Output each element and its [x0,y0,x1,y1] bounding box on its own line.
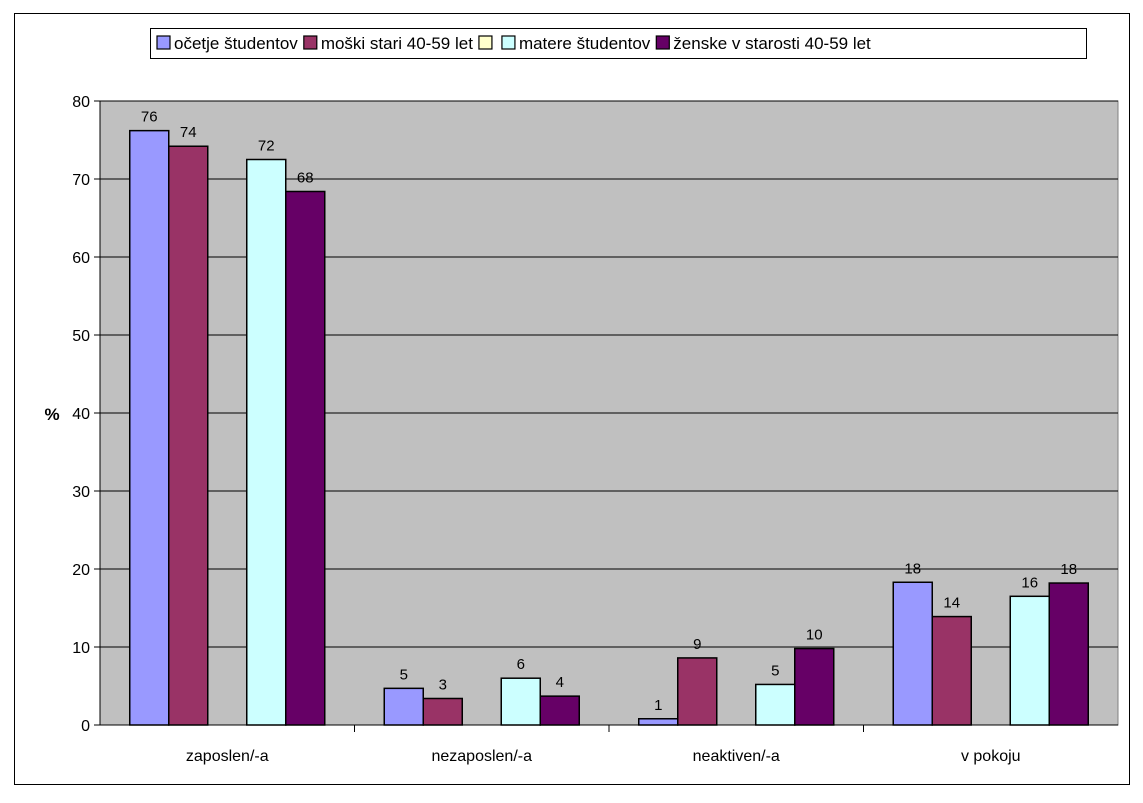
legend-label: očetje študentov [174,34,298,53]
data-label: 18 [1060,561,1077,578]
bar [1048,582,1089,726]
data-labels: 76 74 72 68 5 3 6 4 1 9 5 10 18 14 16 18 [141,109,1077,714]
data-label: 6 [517,656,525,673]
bar [168,145,209,726]
y-tick-label: 20 [72,562,90,579]
legend: očetje študentov moški stari 40-59 let mat… [150,28,1087,59]
data-label: 4 [556,674,564,691]
legend-swatch [303,35,318,50]
x-category-label: zaposlen/-a [186,748,269,765]
legend-label: matere študentov [519,34,651,53]
bar [1009,595,1050,726]
y-tick-label: 0 [81,718,90,735]
bar [931,615,972,726]
y-axis-label: % [44,405,59,424]
y-tick-label: 70 [72,172,90,189]
data-label: 68 [297,169,314,186]
bar [638,718,679,726]
data-label: 10 [806,627,823,644]
x-category-label: v pokoju [961,748,1021,765]
legend-swatch [156,35,171,50]
y-tick-label: 80 [72,94,90,111]
bar [677,657,718,726]
data-label: 9 [693,636,701,653]
y-tick-label: 10 [72,640,90,657]
legend-swatch [655,35,670,50]
data-label: 74 [180,124,197,141]
data-label: 3 [439,676,447,693]
x-category-label: neaktiven/-a [693,748,780,765]
x-category-labels: zaposlen/-a nezaposlen/-a neaktiven/-a v po… [186,748,1021,765]
bar [383,687,424,726]
bars [129,129,1089,726]
bar [755,683,796,726]
bar [246,158,287,726]
data-label: 5 [771,662,779,679]
data-label: 1 [654,697,662,714]
legend-label: ženske v starosti 40-59 let [673,34,871,53]
data-label: 16 [1021,574,1038,591]
bar [794,647,835,726]
y-tick-label: 30 [72,484,90,501]
y-tick-label: 50 [72,328,90,345]
axes [94,100,1118,732]
bar [500,677,541,726]
data-label: 14 [943,595,960,612]
data-label: 5 [400,666,408,683]
legend-label: moški stari 40-59 let [321,34,473,53]
x-category-label: nezaposlen/-a [431,748,532,765]
bar [539,695,580,726]
data-label: 76 [141,109,158,126]
data-label: 72 [258,138,275,155]
legend-swatch [478,35,493,50]
legend-swatch [501,35,516,50]
bar [422,697,463,726]
y-tick-label: 60 [72,250,90,267]
y-tick-label: 40 [72,406,90,423]
y-tick-labels: 0 10 20 30 40 50 60 70 80 [72,94,90,735]
bar [129,129,170,726]
data-label: 18 [904,560,921,577]
bar [892,581,933,726]
bar [285,190,326,726]
